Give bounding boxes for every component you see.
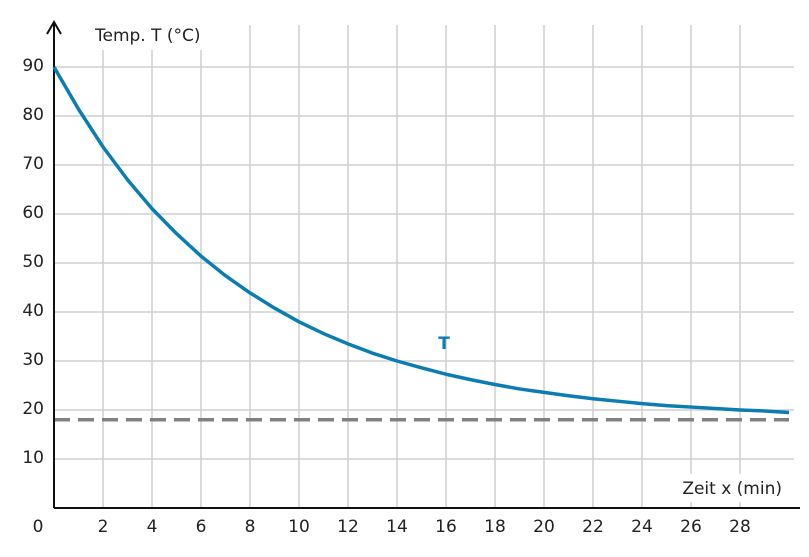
y-tick-label: 60 [22, 203, 44, 223]
x-tick-label: 8 [245, 517, 256, 537]
y-tick-label: 30 [22, 350, 44, 370]
x-tick-label: 18 [484, 517, 506, 537]
y-tick-label: 80 [22, 105, 44, 125]
x-axis-label: Zeit x (min) [682, 479, 782, 499]
x-tick-label: 4 [147, 517, 158, 537]
x-tick-label: 6 [196, 517, 207, 537]
y-tick-label: 10 [22, 448, 44, 468]
series-label: T [438, 334, 450, 354]
y-tick-label: 90 [22, 56, 44, 76]
x-tick-label: 16 [435, 517, 457, 537]
y-tick-label: 20 [22, 399, 44, 419]
x-tick-label: 0 [33, 517, 44, 537]
x-tick-label: 20 [533, 517, 555, 537]
y-tick-label: 70 [22, 154, 44, 174]
y-label-bg [92, 20, 237, 50]
x-label-bg [645, 474, 785, 502]
x-tick-label: 24 [631, 517, 653, 537]
grid [53, 25, 794, 508]
y-tick-label: 50 [22, 252, 44, 272]
x-tick-label: 28 [729, 517, 751, 537]
x-tick-label: 2 [98, 517, 109, 537]
series-line [52, 66, 790, 415]
x-tick-label: 22 [582, 517, 604, 537]
y-tick-label: 40 [22, 301, 44, 321]
x-tick-label: 14 [386, 517, 408, 537]
x-tick-label: 26 [680, 517, 702, 537]
x-tick-label: 10 [288, 517, 310, 537]
x-tick-label: 12 [337, 517, 359, 537]
y-axis-label: Temp. T (°C) [94, 26, 201, 46]
y-axis-arrow [46, 20, 62, 35]
